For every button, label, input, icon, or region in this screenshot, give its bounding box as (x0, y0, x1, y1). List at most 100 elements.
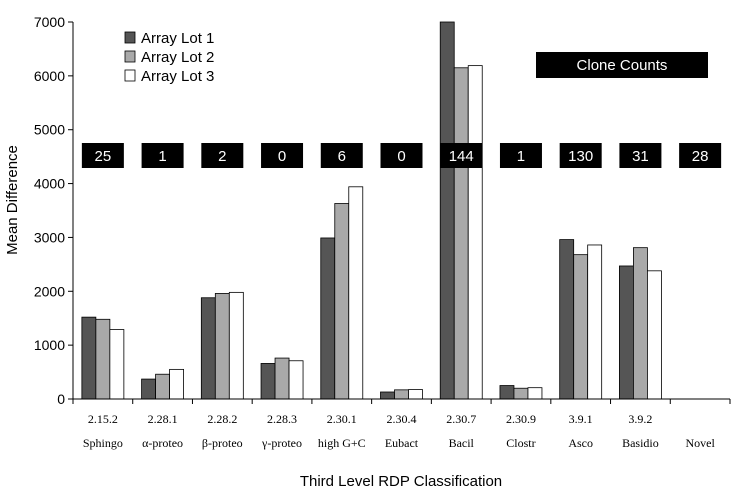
legend-item: Array Lot 2 (124, 49, 214, 66)
x-axis: 2.15.2 Sphingo 2.28.1 α-proteo 2.28.2 β-prote… (72, 398, 731, 450)
bar (228, 291, 244, 400)
clone-count-badge: 144 (440, 143, 483, 168)
bar-series-group (81, 21, 662, 400)
x-category-label: Novel (685, 436, 715, 450)
clone-count-badge: 2 (201, 143, 244, 168)
y-axis-title: Mean Difference (4, 145, 21, 255)
clone-counts-title: Clone Counts (577, 57, 668, 74)
clone-count-box (201, 143, 244, 168)
clone-count-box (619, 143, 662, 168)
bar (559, 239, 575, 400)
y-tick-label: 4000 (34, 176, 65, 192)
bar (288, 360, 304, 400)
clone-count-badge: 130 (559, 143, 602, 168)
x-category-label: Asco (568, 436, 593, 450)
x-category-code: 2.30.9 (506, 412, 536, 426)
legend-swatch (124, 50, 136, 63)
legend: Array Lot 1 Array Lot 2 Array Lot 3 (124, 30, 214, 85)
clone-count-box (499, 143, 542, 168)
y-tick-label: 1000 (34, 337, 65, 353)
x-category-code: 2.28.3 (267, 412, 297, 426)
x-category-code: 3.9.2 (628, 412, 652, 426)
clone-count-value: 0 (397, 148, 405, 165)
x-category-label: high G+C (318, 436, 366, 450)
x-category-code: 3.9.1 (569, 412, 593, 426)
legend-item: Array Lot 1 (124, 30, 214, 47)
x-category-code: 2.28.1 (148, 412, 178, 426)
bar (408, 389, 423, 400)
y-tick-label: 7000 (34, 14, 65, 30)
clone-count-badge: 0 (380, 143, 423, 168)
legend-label: Array Lot 3 (141, 68, 214, 85)
clone-count-value: 28 (692, 148, 709, 165)
bar (260, 363, 276, 400)
clone-count-badge: 1 (141, 143, 184, 168)
x-category-label: Sphingo (83, 436, 123, 450)
bar (155, 373, 170, 400)
x-category-code: 2.30.7 (446, 412, 476, 426)
clone-count-box (261, 143, 304, 168)
clone-count-box (81, 143, 124, 168)
clone-count-box (440, 143, 483, 168)
bar (647, 270, 662, 400)
clone-count-value: 0 (278, 148, 286, 165)
x-category-code: 2.15.2 (88, 412, 118, 426)
clone-count-value: 2 (218, 148, 226, 165)
legend-item: Array Lot 3 (124, 68, 214, 85)
bar (439, 21, 455, 400)
legend-swatch (124, 69, 136, 82)
clone-count-box (380, 143, 423, 168)
clone-count-badge: 31 (619, 143, 662, 168)
bar (453, 67, 469, 400)
bar (348, 186, 364, 400)
clone-count-value: 6 (338, 148, 346, 165)
clone-counts-title-box (536, 52, 708, 78)
clone-count-value: 130 (568, 148, 593, 165)
bar (394, 389, 409, 400)
y-tick-label: 6000 (34, 68, 65, 84)
legend-swatch (124, 31, 136, 44)
x-category-label: Basidio (622, 436, 659, 450)
bar (633, 247, 648, 400)
bar (467, 65, 483, 400)
clone-count-box (679, 143, 722, 168)
bar (380, 391, 395, 400)
bar (141, 378, 156, 400)
x-category-label: Clostr (506, 436, 535, 450)
bar (513, 387, 529, 400)
bar (81, 316, 97, 400)
legend-label: Array Lot 1 (141, 30, 214, 47)
bar (499, 385, 515, 400)
bar (169, 368, 184, 400)
bar-series-1 (81, 21, 634, 400)
clone-count-box (559, 143, 602, 168)
x-category-label: Eubact (385, 436, 419, 450)
clone-count-value: 144 (449, 148, 474, 165)
bar (200, 297, 216, 400)
x-category-label: β-proteo (202, 436, 243, 450)
x-category-label: Bacil (449, 436, 475, 450)
bar (334, 203, 350, 400)
y-tick-label: 3000 (34, 229, 65, 245)
bar (527, 387, 543, 400)
bar (95, 318, 111, 400)
x-category-code: 2.30.4 (387, 412, 417, 426)
clone-count-box (320, 143, 363, 168)
clone-count-badges: 25 1 2 0 6 0 144 1 130 31 28 (81, 143, 722, 168)
clone-count-box (141, 143, 184, 168)
clone-count-value: 25 (95, 148, 112, 165)
bar (573, 254, 589, 400)
y-tick-label: 2000 (34, 283, 65, 299)
clone-count-value: 31 (632, 148, 649, 165)
x-category-label: γ-proteo (261, 436, 302, 450)
y-tick-label: 0 (57, 391, 65, 407)
clone-count-badge: 0 (261, 143, 304, 168)
clone-count-badge: 28 (679, 143, 722, 168)
x-axis-title: Third Level RDP Classification (300, 473, 502, 490)
bar (214, 293, 230, 400)
bar (619, 265, 634, 400)
clone-count-value: 1 (517, 148, 525, 165)
clone-count-value: 1 (158, 148, 166, 165)
bar-series-3 (109, 65, 662, 400)
